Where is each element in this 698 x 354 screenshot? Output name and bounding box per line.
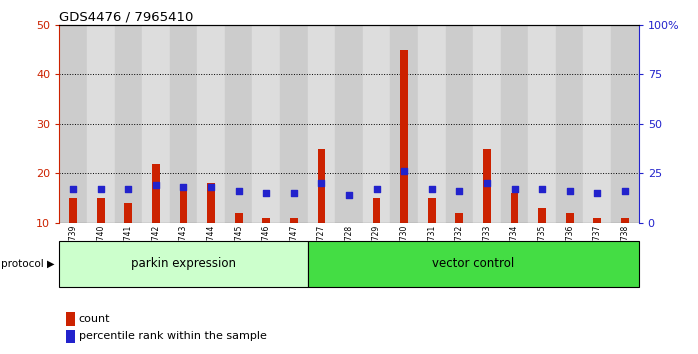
Bar bbox=[401, 50, 408, 273]
Bar bbox=[456, 213, 463, 273]
Point bbox=[537, 187, 548, 192]
Bar bbox=[280, 25, 308, 223]
Point bbox=[260, 190, 272, 196]
Bar bbox=[418, 25, 445, 223]
Point bbox=[399, 169, 410, 174]
Bar bbox=[179, 188, 187, 273]
Point bbox=[564, 188, 575, 194]
Bar bbox=[87, 25, 114, 223]
Bar bbox=[621, 218, 629, 273]
Point bbox=[454, 188, 465, 194]
Text: GDS4476 / 7965410: GDS4476 / 7965410 bbox=[59, 11, 194, 24]
Text: ▶: ▶ bbox=[47, 259, 55, 269]
Bar bbox=[114, 25, 142, 223]
Point bbox=[482, 181, 493, 186]
Bar bbox=[124, 203, 132, 273]
Bar bbox=[556, 25, 584, 223]
Bar bbox=[262, 218, 270, 273]
Bar bbox=[473, 25, 500, 223]
Point bbox=[371, 187, 383, 192]
Text: parkin expression: parkin expression bbox=[131, 257, 236, 270]
Text: vector control: vector control bbox=[432, 257, 514, 270]
Point bbox=[619, 188, 630, 194]
Text: count: count bbox=[79, 314, 110, 324]
Bar bbox=[390, 25, 418, 223]
Bar bbox=[253, 25, 280, 223]
Bar bbox=[69, 198, 77, 273]
Bar bbox=[528, 25, 556, 223]
Bar bbox=[152, 164, 160, 273]
Bar bbox=[511, 193, 519, 273]
Text: protocol: protocol bbox=[1, 259, 44, 269]
Bar bbox=[500, 25, 528, 223]
Point bbox=[123, 187, 134, 192]
Bar bbox=[142, 25, 170, 223]
Point bbox=[233, 188, 244, 194]
Bar bbox=[345, 223, 353, 273]
Bar bbox=[584, 25, 611, 223]
Bar bbox=[428, 198, 436, 273]
Bar bbox=[363, 25, 390, 223]
Bar bbox=[318, 149, 325, 273]
Point bbox=[178, 184, 189, 190]
Bar bbox=[445, 25, 473, 223]
Bar bbox=[235, 213, 242, 273]
Bar bbox=[97, 198, 105, 273]
Point bbox=[315, 181, 327, 186]
Bar bbox=[207, 183, 215, 273]
Bar bbox=[59, 25, 87, 223]
Point bbox=[592, 190, 603, 196]
Bar bbox=[308, 25, 335, 223]
Point bbox=[68, 187, 79, 192]
Point bbox=[205, 184, 216, 190]
Bar bbox=[198, 25, 225, 223]
Bar bbox=[611, 25, 639, 223]
Point bbox=[343, 193, 355, 198]
Bar bbox=[225, 25, 253, 223]
Bar bbox=[170, 25, 198, 223]
Bar bbox=[308, 241, 639, 287]
Point bbox=[426, 187, 438, 192]
Point bbox=[288, 190, 299, 196]
Bar bbox=[538, 208, 546, 273]
Bar bbox=[290, 218, 297, 273]
Text: percentile rank within the sample: percentile rank within the sample bbox=[79, 331, 267, 341]
Bar bbox=[335, 25, 363, 223]
Bar bbox=[593, 218, 601, 273]
Bar bbox=[483, 149, 491, 273]
Point bbox=[150, 183, 161, 188]
Bar bbox=[373, 198, 380, 273]
Point bbox=[509, 187, 520, 192]
Bar bbox=[59, 241, 308, 287]
Point bbox=[95, 187, 106, 192]
Bar bbox=[566, 213, 574, 273]
